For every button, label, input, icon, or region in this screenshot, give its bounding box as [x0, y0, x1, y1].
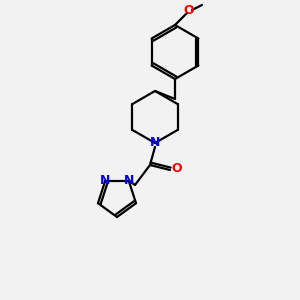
- Text: N: N: [124, 174, 134, 187]
- Text: O: O: [184, 4, 194, 17]
- Text: N: N: [150, 136, 160, 149]
- Text: O: O: [172, 163, 182, 176]
- Text: N: N: [100, 174, 110, 187]
